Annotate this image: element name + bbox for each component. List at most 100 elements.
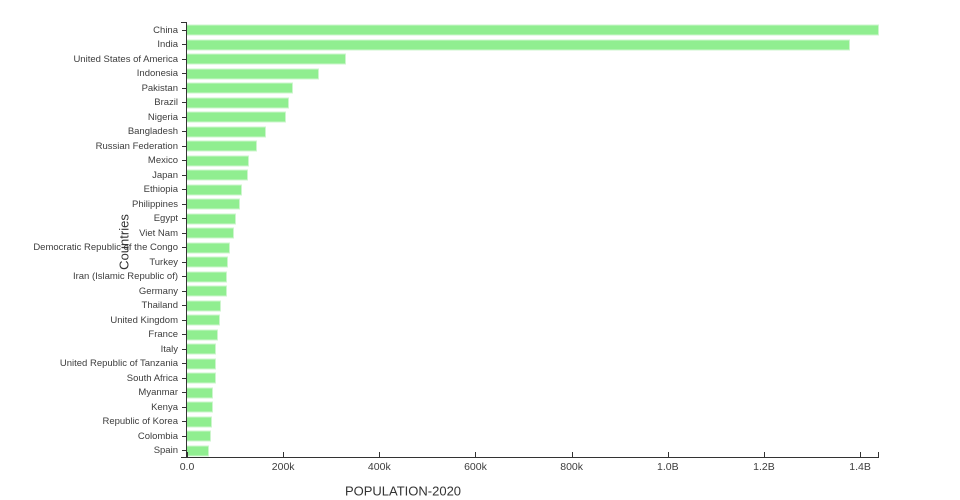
bar-track	[187, 386, 879, 401]
bar-track	[187, 154, 879, 169]
bar[interactable]	[187, 68, 319, 80]
y-tick-mark	[182, 435, 187, 437]
bar[interactable]	[187, 445, 210, 457]
y-tick-mark	[182, 421, 187, 423]
x-tick-mark	[763, 452, 765, 457]
bar[interactable]	[187, 314, 220, 326]
bar[interactable]	[187, 401, 213, 413]
bar[interactable]	[187, 53, 347, 65]
category-label: Brazil	[154, 97, 178, 108]
y-tick-mark	[182, 377, 187, 379]
x-tick-mark	[860, 452, 862, 457]
category-label: Germany	[138, 285, 178, 297]
bar-track	[187, 96, 879, 111]
bar[interactable]	[187, 329, 219, 341]
bar[interactable]	[187, 358, 216, 370]
bar[interactable]	[187, 430, 212, 442]
bar-track	[187, 255, 879, 270]
bar[interactable]	[187, 169, 248, 181]
bar-row: Nigeria	[0, 110, 879, 125]
bar-track	[187, 313, 879, 328]
bar[interactable]	[187, 227, 234, 239]
y-tick-mark	[182, 290, 187, 292]
category-label: Philippines	[132, 198, 178, 210]
bar[interactable]	[187, 24, 879, 36]
bar[interactable]	[187, 97, 290, 109]
y-tick-mark	[182, 348, 187, 350]
bar[interactable]	[187, 155, 249, 167]
bar[interactable]	[187, 140, 258, 152]
y-tick-mark	[182, 44, 187, 46]
bar-row: Myanmar	[0, 386, 879, 401]
bar[interactable]	[187, 198, 240, 210]
category-label: Indonesia	[136, 68, 178, 79]
category-label: Pakistan	[141, 82, 178, 94]
bar-row: Germany	[0, 284, 879, 299]
y-tick-mark	[182, 363, 187, 365]
bar-row: Russian Federation	[0, 139, 879, 154]
bar-track	[187, 67, 879, 82]
bar[interactable]	[187, 256, 228, 268]
bar-track	[187, 342, 879, 357]
y-tick-mark	[182, 406, 187, 408]
bar-row: Pakistan	[0, 81, 879, 96]
category-label: Turkey	[149, 256, 178, 268]
y-tick-mark	[182, 102, 187, 104]
x-tick-mark	[379, 452, 381, 457]
x-tick-label: 800k	[560, 461, 584, 473]
bar[interactable]	[187, 184, 243, 196]
y-tick-mark	[182, 247, 187, 249]
bar-track	[187, 197, 879, 212]
bar[interactable]	[187, 416, 212, 428]
bar-row: Democratic Republic of the Congo	[0, 241, 879, 256]
bar-row: Kenya	[0, 400, 879, 415]
y-tick-mark	[182, 305, 187, 307]
bar[interactable]	[187, 242, 231, 254]
bar-track	[187, 139, 879, 154]
bar-row: United Kingdom	[0, 313, 879, 328]
bar[interactable]	[187, 213, 237, 225]
bar-track	[187, 23, 879, 38]
bar-row: Republic of Korea	[0, 415, 879, 430]
bar[interactable]	[187, 387, 214, 399]
category-label: Republic of Korea	[102, 416, 178, 427]
x-tick-mark	[283, 452, 285, 457]
y-tick-mark	[182, 58, 187, 60]
bar[interactable]	[187, 343, 217, 355]
y-axis-title: Countries	[116, 214, 132, 270]
category-label: Italy	[160, 343, 178, 355]
bar[interactable]	[187, 372, 216, 384]
x-axis-title: POPULATION-2020	[344, 483, 462, 499]
bar-row: India	[0, 38, 879, 53]
bar[interactable]	[187, 82, 294, 94]
bar-row: Turkey	[0, 255, 879, 270]
y-tick-mark	[182, 189, 187, 191]
category-label: South Africa	[126, 372, 178, 384]
bar-row: Brazil	[0, 96, 879, 111]
bar[interactable]	[187, 271, 228, 283]
bar-row: Thailand	[0, 299, 879, 314]
x-tick-label: 400k	[367, 461, 391, 473]
y-tick-mark	[182, 73, 187, 75]
bar[interactable]	[187, 285, 228, 297]
bar[interactable]	[187, 39, 851, 51]
category-label: Iran (Islamic Republic of)	[72, 271, 178, 282]
bar-track	[187, 415, 879, 430]
y-tick-mark	[182, 131, 187, 133]
category-label: Ethiopia	[143, 184, 178, 195]
bar-track	[187, 183, 879, 198]
category-label: Russian Federation	[95, 140, 178, 152]
bar[interactable]	[187, 300, 221, 312]
bar-row: France	[0, 328, 879, 343]
category-label: China	[153, 24, 178, 36]
bar-row: Japan	[0, 168, 879, 183]
bar-row: United States of America	[0, 52, 879, 67]
bar[interactable]	[187, 111, 287, 123]
bar-track	[187, 284, 879, 299]
bar-track	[187, 125, 879, 140]
bar-track	[187, 270, 879, 285]
bar[interactable]	[187, 126, 267, 138]
bar-row: Viet Nam	[0, 226, 879, 241]
bar-track	[187, 444, 879, 459]
category-label: France	[148, 329, 178, 340]
